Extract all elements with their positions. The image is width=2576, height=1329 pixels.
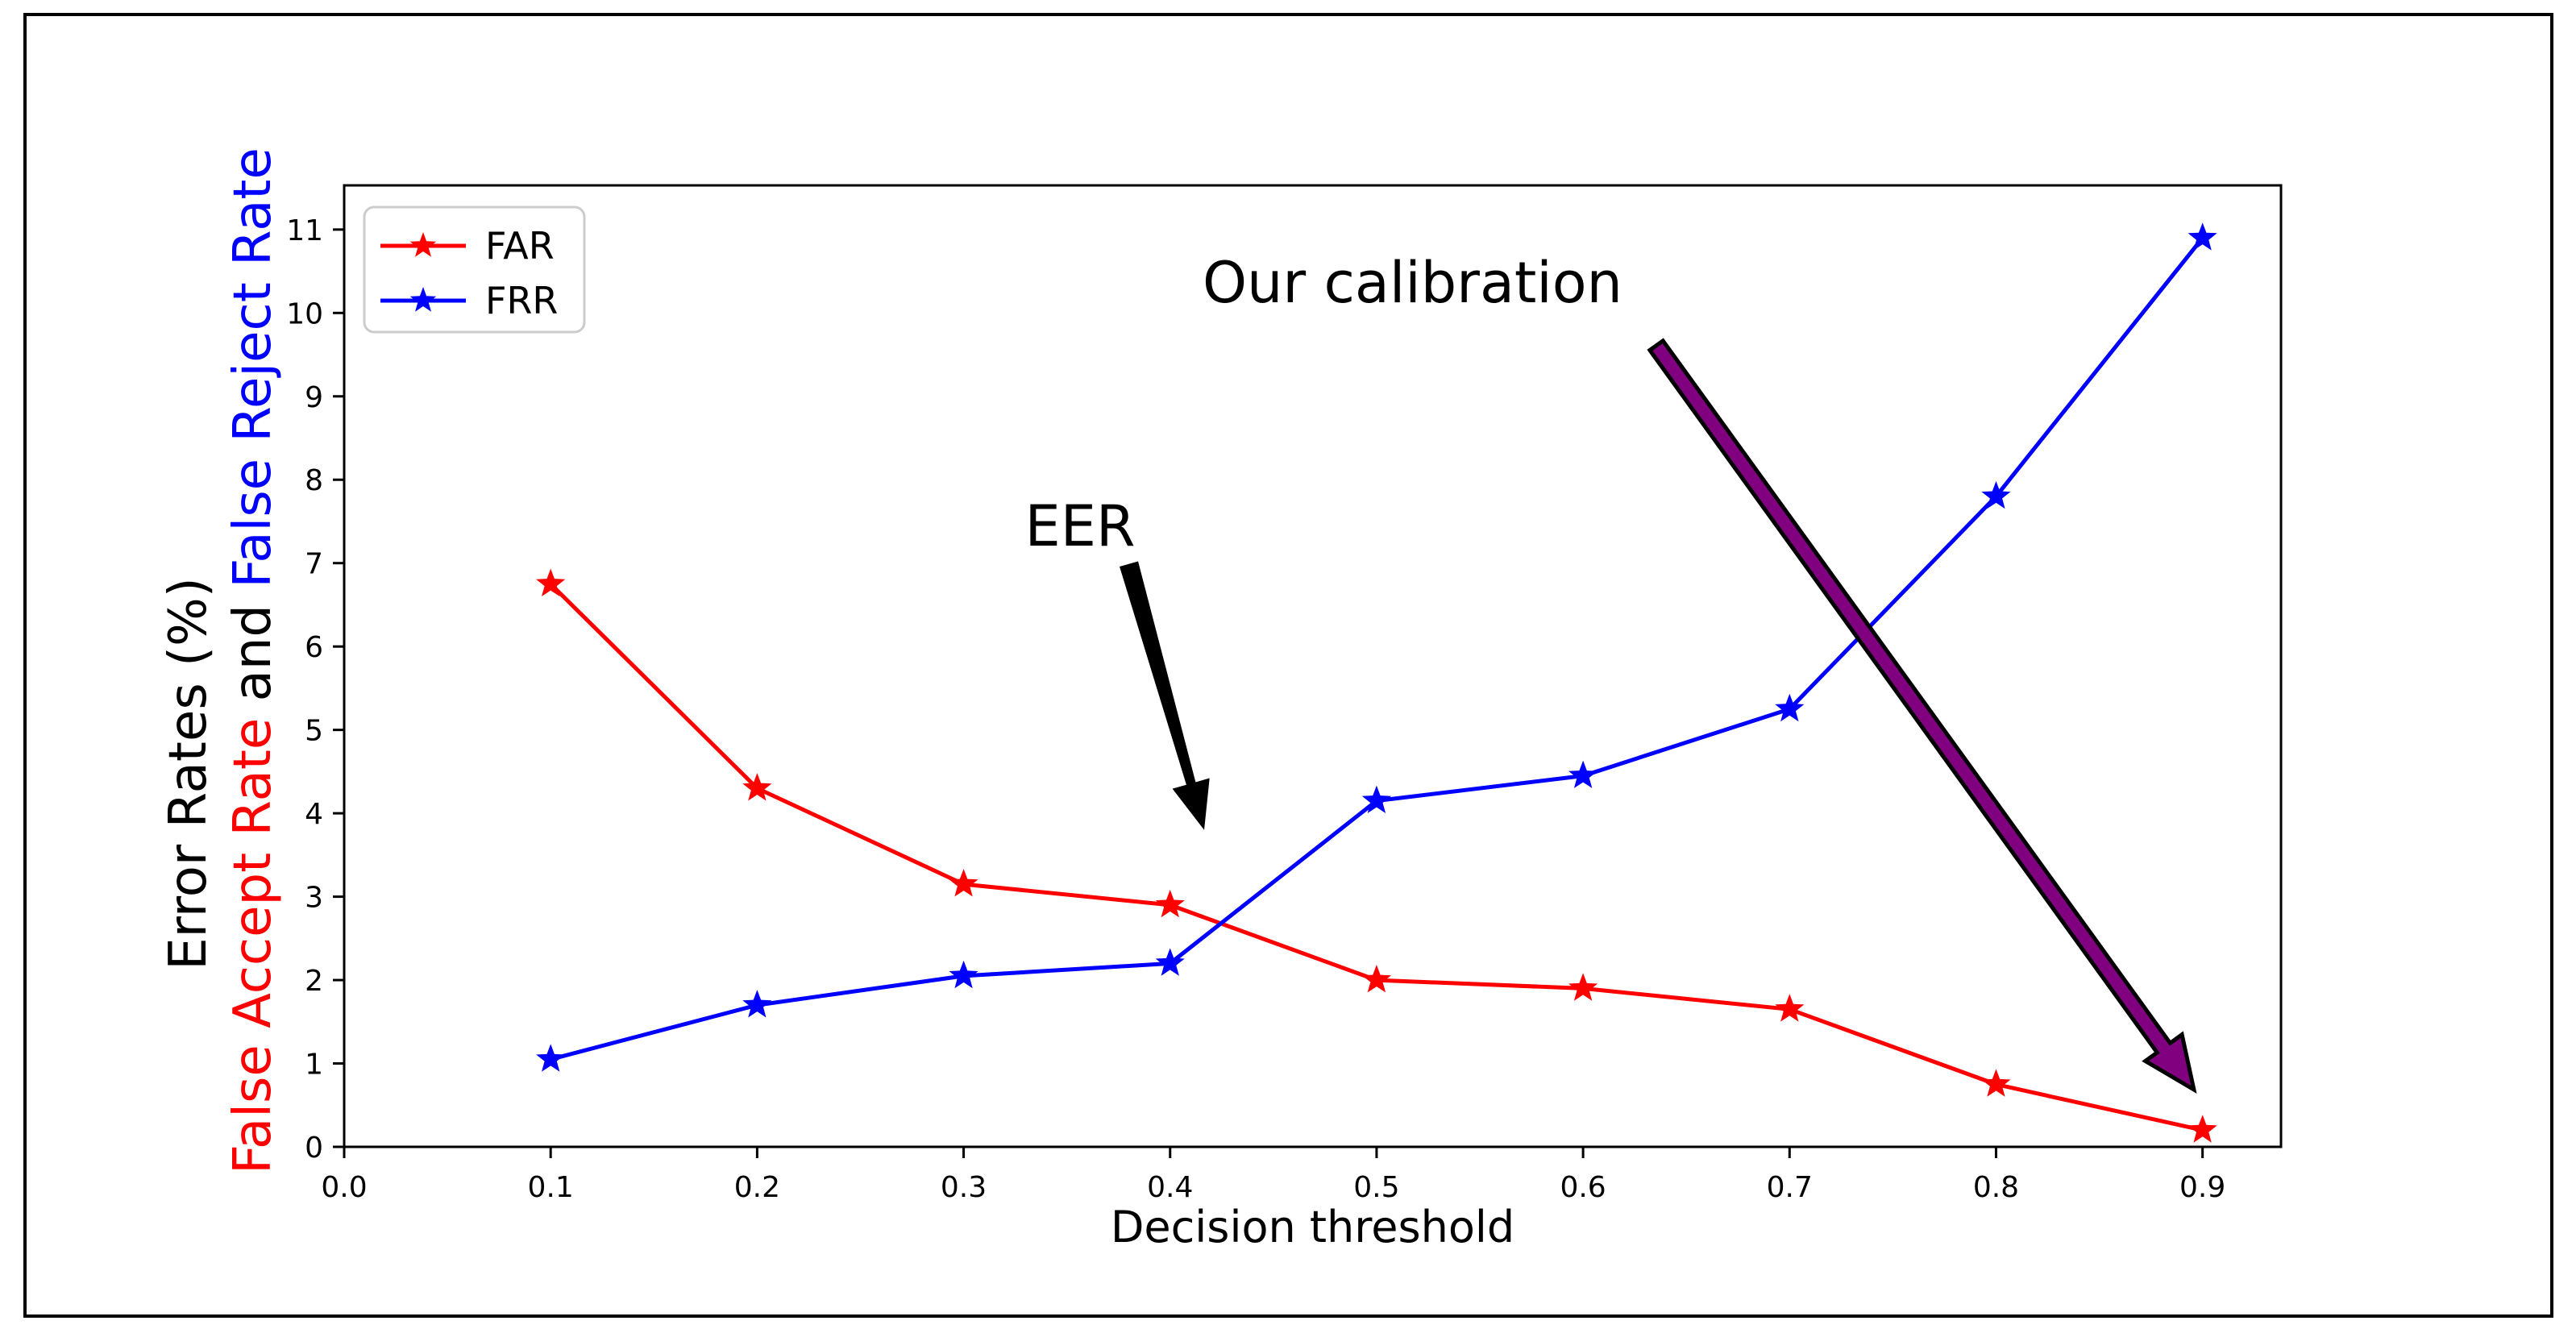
x-tick-label: 0.8: [1973, 1171, 2019, 1204]
y-tick-label: 0: [305, 1132, 323, 1165]
marker-star-frr: [1981, 480, 2011, 509]
marker-star-far: [1155, 889, 1185, 918]
x-tick-label: 0.5: [1353, 1171, 1399, 1204]
x-tick-label: 0.7: [1767, 1171, 1813, 1204]
y-tick-label: 3: [305, 882, 323, 915]
marker-star-frr: [536, 1044, 566, 1072]
marker-star-frr: [1775, 693, 1805, 722]
legend-entry-far: FAR: [380, 224, 555, 268]
annotation-arrow-our-calibration: [1647, 338, 2197, 1094]
marker-star-far: [1568, 973, 1598, 1001]
marker-star-frr: [1155, 948, 1185, 976]
x-tick-label: 0.3: [941, 1171, 987, 1204]
x-tick-label: 0.0: [321, 1171, 367, 1204]
x-tick-label: 0.4: [1147, 1171, 1193, 1204]
legend: FAR FRR: [363, 206, 586, 334]
y-tick-label: 7: [305, 548, 323, 581]
x-axis: 0.0 0.1 0.2 0.3 0.4 0.5 0.6 0.7 0.8 0.9: [321, 1147, 2225, 1204]
y-axis-title-part: False Reject Rate: [223, 147, 283, 588]
marker-star-far: [742, 773, 772, 801]
figure-frame: [23, 13, 2553, 1318]
legend-label: FRR: [485, 279, 558, 322]
marker-star-frr: [2188, 222, 2217, 251]
y-tick-label: 2: [305, 965, 323, 998]
marker-star-far: [1361, 965, 1391, 993]
annotation-eer: EER: [1024, 493, 1210, 830]
y-tick-label: 11: [286, 214, 323, 247]
y-tick-label: 9: [305, 381, 323, 414]
legend-entry-frr: FRR: [380, 279, 558, 322]
y-tick-label: 1: [305, 1049, 323, 1082]
marker-star-frr: [1568, 760, 1598, 788]
annotation-text-our-calibration: Our calibration: [1203, 250, 1622, 316]
series-far: [536, 568, 2217, 1143]
legend-marker-star: [409, 287, 437, 312]
marker-star-far: [949, 869, 978, 897]
x-tick-label: 0.2: [734, 1171, 780, 1204]
y-tick-label: 8: [305, 464, 323, 497]
marker-star-far: [2188, 1115, 2217, 1143]
y-tick-label: 5: [305, 715, 323, 748]
axes-spines: [343, 184, 2283, 1148]
marker-star-far: [536, 568, 566, 596]
legend-marker-star: [409, 232, 437, 257]
annotation-our-calibration: Our calibration: [1203, 250, 2197, 1094]
x-tick-label: 0.1: [528, 1171, 574, 1204]
marker-star-frr: [1361, 785, 1391, 813]
x-axis-title: Decision threshold: [1111, 1202, 1514, 1252]
marker-star-frr: [949, 960, 978, 989]
legend-label: FAR: [485, 224, 555, 268]
y-tick-label: 6: [305, 631, 323, 664]
marker-star-far: [1981, 1069, 2011, 1097]
y-axis-title-secondary: False Accept Rate and False Reject Rate: [223, 147, 283, 1174]
annotation-arrow-eer: [1120, 561, 1210, 830]
marker-star-frr: [742, 990, 772, 1018]
y-tick-label: 10: [286, 297, 323, 330]
y-axis-title-part: False Accept Rate: [223, 718, 283, 1174]
y-axis-title-part: and: [223, 588, 283, 718]
marker-star-far: [1775, 994, 1805, 1022]
y-tick-label: 4: [305, 798, 323, 831]
y-axis: 0 1 2 3 4 5 6 7 8 9 10 11: [286, 214, 344, 1165]
annotation-text-eer: EER: [1024, 493, 1135, 559]
y-axis-title-primary: Error Rates (%): [159, 577, 218, 970]
x-tick-label: 0.6: [1560, 1171, 1606, 1204]
x-tick-label: 0.9: [2179, 1171, 2225, 1204]
series-frr: [536, 222, 2217, 1072]
